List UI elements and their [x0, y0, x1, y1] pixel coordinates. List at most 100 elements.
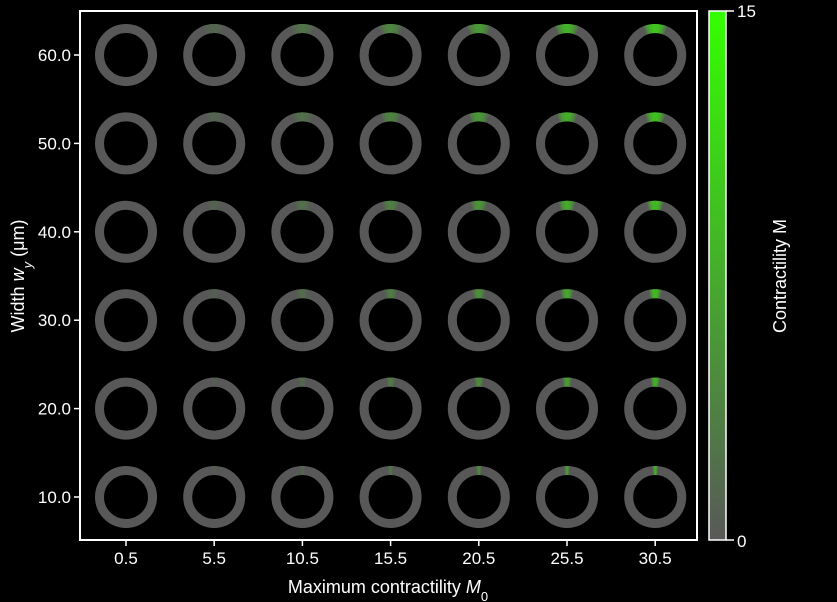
contractility-segment	[561, 289, 564, 299]
contractility-segment	[570, 377, 572, 387]
contractility-segment	[308, 113, 312, 123]
contractility-segment	[304, 24, 307, 34]
contractility-segment	[570, 112, 573, 122]
contractility-segment	[207, 112, 211, 122]
contractility-segment	[306, 112, 310, 122]
contractility-segment	[559, 24, 563, 34]
contractility-segment	[395, 113, 399, 123]
contractility-segment	[562, 289, 565, 299]
contractility-segment	[478, 200, 479, 210]
contractility-segment	[387, 289, 390, 299]
contractility-segment	[381, 113, 385, 123]
ring-cell	[271, 24, 334, 86]
contractility-segment	[572, 201, 575, 211]
y-axis-label: Width wy (μm)	[8, 220, 35, 333]
contractility-segment	[306, 201, 310, 211]
ring-cell	[447, 289, 510, 352]
contractility-segment	[472, 289, 475, 299]
ring-cell	[95, 377, 157, 440]
contractility-segment	[393, 377, 396, 387]
contractility-segment	[658, 112, 662, 122]
contractility-segment	[209, 289, 212, 299]
ring	[95, 200, 157, 263]
contractility-segment	[389, 24, 391, 34]
contractility-segment	[300, 200, 302, 210]
contractility-segment	[573, 25, 578, 35]
contractility-segment	[483, 24, 486, 34]
contractility-segment	[221, 25, 226, 35]
contractility-segment	[647, 113, 651, 123]
contractility-segment	[382, 24, 386, 34]
contractility-segment	[644, 25, 649, 35]
contractility-segment	[561, 289, 564, 299]
contractility-segment	[475, 289, 477, 299]
contractility-segment	[204, 113, 209, 123]
contractility-segment	[300, 289, 302, 299]
ring-cell	[447, 377, 510, 440]
contractility-segment	[563, 112, 566, 122]
contractility-segment	[298, 289, 301, 299]
contractility-segment	[205, 24, 209, 34]
contractility-segment	[304, 112, 307, 122]
ring-cell	[447, 200, 510, 263]
contractility-segment	[471, 201, 474, 211]
contractility-segment	[298, 200, 301, 210]
contractility-segment	[661, 113, 665, 123]
contractility-segment	[658, 377, 660, 387]
contractility-segment	[207, 201, 211, 211]
contractility-segment	[301, 200, 303, 210]
contractility-segment	[394, 201, 398, 211]
contractility-segment	[292, 113, 296, 123]
ring-cell	[271, 112, 334, 175]
contractility-segment	[384, 24, 388, 34]
contractility-segment	[210, 112, 213, 122]
contractility-segment	[564, 289, 566, 299]
contractility-segment	[309, 25, 313, 35]
contractility-segment	[395, 113, 399, 123]
contractility-segment	[217, 112, 221, 122]
contractility-segment	[483, 201, 487, 211]
contractility-segment	[294, 24, 298, 34]
contractility-segment	[218, 201, 221, 211]
contractility-segment	[210, 200, 212, 211]
contractility-segment	[397, 113, 401, 123]
contractility-segment	[303, 24, 306, 34]
contractility-segment	[391, 24, 393, 34]
contractility-segment	[384, 289, 387, 299]
contractility-segment	[381, 25, 385, 35]
contractility-segment	[385, 289, 388, 299]
contractility-segment	[656, 112, 658, 122]
contractility-segment	[646, 113, 650, 123]
contractility-segment	[220, 113, 225, 123]
contractility-segment	[560, 289, 563, 299]
contractility-segment	[571, 112, 574, 122]
contractility-segment	[470, 113, 474, 123]
contractility-segment	[388, 289, 390, 299]
contractility-segment	[645, 113, 650, 123]
y-tick-label: 30.0	[38, 311, 71, 330]
contractility-segment	[562, 24, 565, 34]
contractility-segment	[473, 289, 476, 299]
contractility-segment	[568, 24, 571, 34]
contractility-segment	[219, 113, 224, 123]
contractility-segment	[649, 289, 652, 299]
contractility-segment	[466, 25, 472, 35]
contractility-segment	[383, 113, 387, 123]
y-tick-label: 20.0	[38, 400, 71, 419]
contractility-segment	[299, 289, 301, 299]
contractility-segment	[212, 289, 214, 299]
contractility-segment	[211, 200, 213, 210]
contractility-segment	[570, 112, 573, 122]
contractility-segment	[208, 112, 211, 122]
contractility-segment	[558, 24, 562, 34]
contractility-segment	[471, 24, 475, 34]
contractility-segment	[384, 201, 387, 211]
contractility-segment	[651, 200, 653, 211]
contractility-segment	[396, 24, 400, 34]
contractility-segment	[298, 112, 301, 122]
contractility-segment	[565, 289, 567, 299]
contractility-segment	[217, 377, 219, 387]
contractility-segment	[211, 200, 214, 210]
contractility-segment	[646, 24, 650, 34]
contractility-segment	[310, 26, 315, 35]
